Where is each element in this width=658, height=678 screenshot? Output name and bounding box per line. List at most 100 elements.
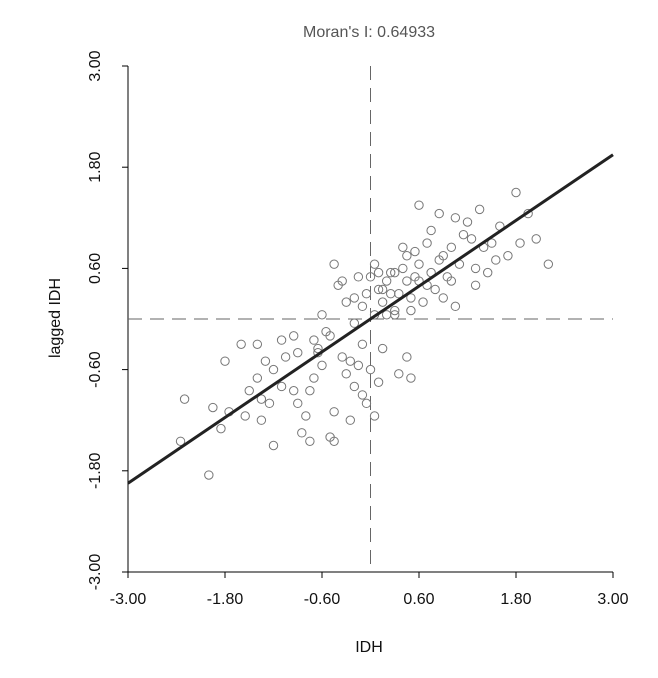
- data-point: [264, 398, 275, 409]
- data-point: [491, 255, 501, 265]
- x-tick-label: -1.80: [207, 591, 244, 608]
- data-point: [487, 238, 497, 248]
- data-point: [353, 272, 364, 282]
- x-tick-label: -0.60: [304, 591, 341, 608]
- data-point: [317, 360, 327, 371]
- data-point: [293, 398, 303, 409]
- x-ticks: -3.00 -1.80 -0.60 0.60 1.80 3.00: [110, 572, 629, 608]
- data-point: [236, 339, 246, 349]
- data-point: [357, 339, 368, 349]
- data-point: [402, 276, 412, 286]
- data-point: [390, 305, 400, 316]
- data-point: [256, 394, 267, 404]
- data-point: [204, 470, 214, 480]
- data-point: [511, 187, 521, 198]
- data-point: [309, 335, 319, 345]
- chart-title: Moran's I: 0.64933: [303, 24, 435, 41]
- y-axis-title: lagged IDH: [47, 278, 64, 358]
- data-point: [313, 343, 323, 354]
- data-point: [434, 208, 444, 219]
- data-point: [309, 373, 319, 383]
- data-point: [252, 373, 263, 383]
- data-point: [369, 411, 380, 421]
- data-point: [357, 390, 368, 400]
- data-point: [345, 415, 355, 425]
- data-point: [446, 276, 457, 286]
- data-point: [438, 251, 448, 261]
- data-point: [357, 301, 368, 312]
- data-point: [373, 284, 384, 295]
- data-point: [216, 423, 226, 434]
- data-point: [349, 318, 360, 328]
- y-tick-label: 1.80: [87, 152, 104, 183]
- x-axis-title: IDH: [355, 639, 383, 656]
- y-tick-label: -1.80: [87, 452, 104, 489]
- data-point: [361, 398, 372, 409]
- data-point: [414, 200, 424, 210]
- data-point: [289, 385, 299, 396]
- data-point: [329, 407, 339, 417]
- data-point: [390, 267, 400, 278]
- data-point: [353, 360, 364, 371]
- data-point: [289, 331, 299, 341]
- data-point: [410, 246, 420, 257]
- x-tick-label: -3.00: [110, 591, 147, 608]
- data-point: [208, 402, 218, 413]
- data-point: [446, 242, 457, 253]
- data-point: [345, 356, 355, 366]
- data-point: [450, 301, 461, 312]
- data-point: [305, 436, 315, 446]
- data-point: [531, 234, 541, 244]
- data-point: [240, 411, 250, 421]
- data-point: [406, 373, 416, 383]
- data-point: [179, 394, 190, 404]
- data-point: [466, 234, 477, 244]
- data-point: [305, 385, 315, 396]
- regression-line: [127, 153, 614, 485]
- data-point: [406, 305, 416, 316]
- x-tick-label: 3.00: [597, 591, 628, 608]
- data-point: [361, 289, 372, 299]
- x-tick-label: 1.80: [500, 591, 531, 608]
- data-point: [377, 297, 388, 307]
- data-point: [503, 251, 513, 261]
- data-point: [483, 267, 493, 278]
- data-point: [349, 381, 360, 392]
- data-point: [365, 364, 376, 375]
- data-point: [256, 415, 267, 425]
- data-point: [244, 385, 254, 396]
- data-point: [381, 276, 392, 286]
- data-point: [426, 225, 436, 236]
- data-point: [422, 238, 432, 248]
- data-point: [394, 369, 404, 379]
- x-tick-label: 0.60: [403, 591, 434, 608]
- data-point: [301, 411, 311, 421]
- data-point: [317, 310, 327, 320]
- data-points: [175, 187, 554, 480]
- data-point: [402, 251, 412, 261]
- y-ticks: -3.00 -1.80 -0.60 0.60 1.80 3.00: [87, 50, 128, 590]
- data-point: [474, 204, 485, 215]
- data-point: [293, 348, 303, 358]
- data-point: [458, 229, 469, 240]
- data-point: [280, 352, 291, 362]
- data-point: [377, 343, 388, 354]
- data-point: [398, 242, 408, 253]
- data-point: [414, 259, 424, 269]
- data-point: [450, 213, 461, 223]
- data-point: [329, 259, 339, 269]
- data-point: [402, 352, 412, 362]
- data-point: [268, 364, 279, 375]
- data-point: [349, 293, 360, 303]
- data-point: [260, 356, 271, 366]
- data-point: [381, 310, 392, 320]
- data-point: [438, 293, 448, 303]
- data-point: [252, 339, 263, 349]
- data-point: [369, 259, 380, 269]
- data-point: [398, 263, 408, 274]
- data-point: [373, 267, 384, 278]
- data-point: [175, 436, 186, 446]
- data-point: [329, 436, 339, 446]
- y-tick-label: -0.60: [87, 351, 104, 388]
- y-tick-label: 0.60: [87, 253, 104, 284]
